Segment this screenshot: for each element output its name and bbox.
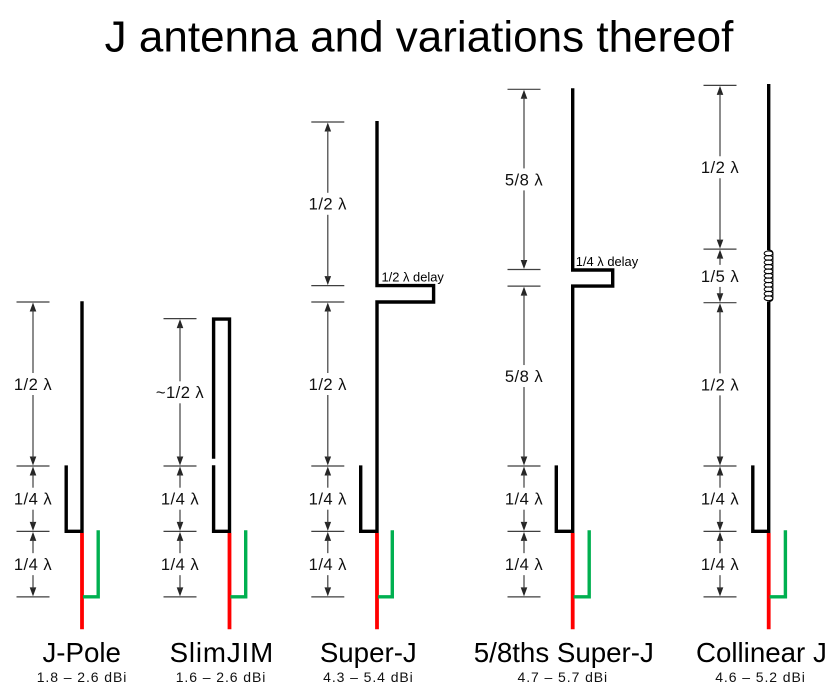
svg-text:1/4 λ: 1/4 λ [309, 555, 347, 574]
svg-text:1/4 λ: 1/4 λ [14, 490, 52, 509]
svg-text:1/2 λ: 1/2 λ [14, 375, 52, 394]
svg-text:1/4 λ: 1/4 λ [505, 490, 543, 509]
svg-text:1.8 – 2.6 dBi: 1.8 – 2.6 dBi [37, 669, 128, 685]
svg-text:1/4 λ: 1/4 λ [14, 555, 52, 574]
svg-text:4.6 – 5.2 dBi: 4.6 – 5.2 dBi [715, 669, 806, 685]
svg-text:1/2 λ: 1/2 λ [701, 375, 739, 394]
svg-text:4.3 – 5.4 dBi: 4.3 – 5.4 dBi [323, 669, 414, 685]
svg-text:5/8 λ: 5/8 λ [505, 170, 543, 189]
svg-text:1/2 λ: 1/2 λ [701, 158, 739, 177]
svg-text:1/4 λ: 1/4 λ [309, 490, 347, 509]
svg-text:Super-J: Super-J [320, 637, 417, 668]
svg-text:1/4 λ: 1/4 λ [701, 555, 739, 574]
svg-text:~1/2 λ: ~1/2 λ [156, 383, 205, 402]
svg-text:1/4 λ: 1/4 λ [701, 490, 739, 509]
svg-text:SlimJIM: SlimJIM [170, 637, 274, 668]
svg-text:1/2 λ: 1/2 λ [309, 195, 347, 214]
svg-text:Collinear J: Collinear J [696, 637, 827, 668]
svg-text:1/5 λ: 1/5 λ [701, 267, 739, 286]
svg-text:1.6 – 2.6 dBi: 1.6 – 2.6 dBi [176, 669, 267, 685]
svg-text:5/8ths Super-J: 5/8ths Super-J [474, 637, 654, 668]
svg-text:1/4 λ delay: 1/4 λ delay [576, 254, 639, 269]
svg-text:4.7 – 5.7 dBi: 4.7 – 5.7 dBi [518, 669, 609, 685]
svg-text:1/4 λ: 1/4 λ [161, 490, 199, 509]
svg-text:J antenna and variations there: J antenna and variations thereof [105, 13, 734, 62]
svg-text:1/4 λ: 1/4 λ [161, 555, 199, 574]
svg-text:5/8 λ: 5/8 λ [505, 367, 543, 386]
svg-text:1/2 λ: 1/2 λ [309, 375, 347, 394]
svg-text:1/2 λ delay: 1/2 λ delay [382, 270, 445, 285]
svg-text:J-Pole: J-Pole [42, 637, 120, 668]
svg-text:1/4 λ: 1/4 λ [505, 555, 543, 574]
